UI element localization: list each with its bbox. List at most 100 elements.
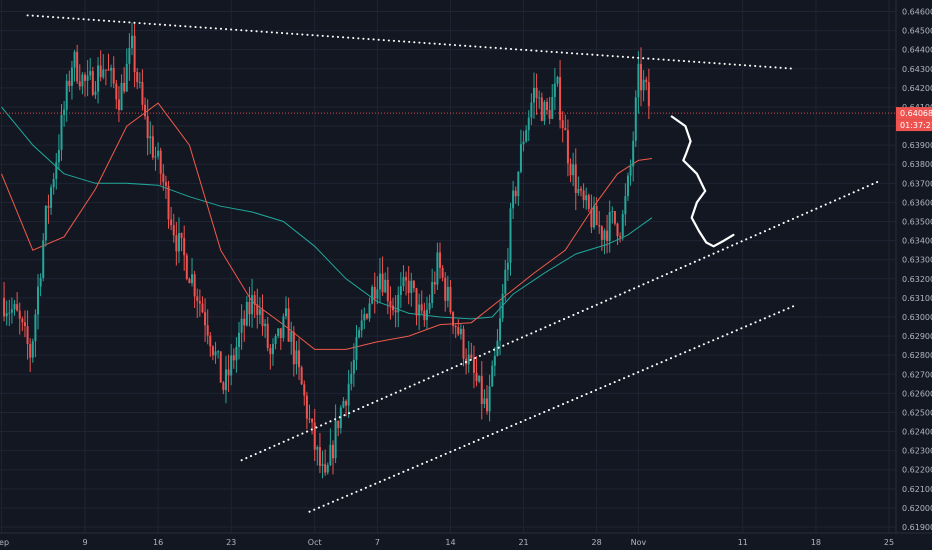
- candle-down[interactable]: [587, 195, 590, 209]
- candle-down[interactable]: [337, 420, 340, 429]
- candle-down[interactable]: [279, 328, 282, 338]
- candle-down[interactable]: [256, 304, 259, 315]
- candle-up[interactable]: [94, 91, 97, 95]
- candle-up[interactable]: [217, 351, 220, 353]
- candle-down[interactable]: [84, 74, 86, 81]
- candle-down[interactable]: [389, 301, 392, 306]
- candle-down[interactable]: [47, 205, 50, 208]
- candle-up[interactable]: [629, 166, 632, 176]
- candle-down[interactable]: [462, 328, 465, 359]
- candle-up[interactable]: [418, 304, 421, 316]
- candle-down[interactable]: [566, 130, 569, 164]
- candle-down[interactable]: [206, 325, 209, 336]
- candle-up[interactable]: [65, 80, 68, 110]
- candle-up[interactable]: [358, 330, 361, 338]
- candle-down[interactable]: [159, 150, 162, 174]
- candle-down[interactable]: [405, 277, 408, 281]
- candle-up[interactable]: [251, 295, 254, 315]
- candle-up[interactable]: [504, 269, 507, 294]
- candle-up[interactable]: [81, 74, 84, 87]
- candle-down[interactable]: [162, 173, 165, 183]
- candle-up[interactable]: [120, 82, 123, 111]
- candle-down[interactable]: [219, 351, 222, 383]
- candle-up[interactable]: [245, 301, 248, 326]
- candle-down[interactable]: [117, 99, 120, 111]
- candle-up[interactable]: [352, 359, 355, 374]
- candle-down[interactable]: [261, 309, 264, 327]
- candle-up[interactable]: [295, 350, 298, 365]
- candle-down[interactable]: [535, 87, 538, 99]
- candle-down[interactable]: [308, 418, 311, 420]
- candle-up[interactable]: [509, 208, 512, 263]
- candle-up[interactable]: [355, 337, 358, 360]
- candle-up[interactable]: [13, 304, 16, 310]
- candle-down[interactable]: [486, 398, 488, 412]
- candle-up[interactable]: [10, 309, 13, 313]
- trendline-3[interactable]: [308, 304, 797, 513]
- candle-up[interactable]: [384, 279, 387, 293]
- candle-up[interactable]: [125, 63, 128, 92]
- candle-down[interactable]: [324, 464, 327, 473]
- candle-up[interactable]: [478, 375, 481, 382]
- candle-down[interactable]: [198, 300, 201, 304]
- candle-down[interactable]: [183, 238, 186, 256]
- candle-up[interactable]: [512, 190, 515, 209]
- candle-down[interactable]: [647, 82, 650, 107]
- candle-down[interactable]: [412, 280, 415, 289]
- candle-up[interactable]: [399, 286, 402, 295]
- candle-up[interactable]: [264, 323, 267, 327]
- candle-down[interactable]: [423, 310, 426, 321]
- candle-down[interactable]: [68, 80, 71, 86]
- candle-down[interactable]: [540, 97, 543, 121]
- candle-down[interactable]: [441, 267, 444, 278]
- candle-up[interactable]: [154, 156, 157, 158]
- candle-up[interactable]: [224, 369, 227, 391]
- candle-up[interactable]: [363, 314, 366, 321]
- candle-up[interactable]: [525, 130, 528, 142]
- candle-up[interactable]: [467, 354, 470, 365]
- candle-down[interactable]: [407, 280, 410, 293]
- candle-up[interactable]: [483, 398, 486, 404]
- candle-down[interactable]: [433, 282, 436, 285]
- candle-down[interactable]: [91, 71, 94, 95]
- candle-up[interactable]: [378, 273, 381, 290]
- candle-down[interactable]: [598, 225, 601, 227]
- candle-up[interactable]: [130, 35, 133, 48]
- candle-up[interactable]: [149, 136, 152, 139]
- candle-down[interactable]: [287, 308, 290, 342]
- candle-up[interactable]: [499, 318, 502, 341]
- candle-up[interactable]: [138, 81, 141, 83]
- candle-down[interactable]: [21, 318, 24, 323]
- candle-down[interactable]: [303, 384, 306, 396]
- candle-down[interactable]: [23, 322, 26, 327]
- candle-up[interactable]: [282, 316, 285, 338]
- candle-down[interactable]: [243, 318, 246, 326]
- candle-up[interactable]: [446, 286, 449, 301]
- candle-down[interactable]: [582, 190, 585, 201]
- candle-up[interactable]: [436, 252, 439, 285]
- candle-down[interactable]: [123, 82, 126, 92]
- candle-up[interactable]: [258, 309, 261, 315]
- candle-down[interactable]: [16, 304, 19, 311]
- candle-down[interactable]: [313, 422, 316, 450]
- candle-up[interactable]: [97, 65, 100, 92]
- candle-down[interactable]: [514, 190, 517, 197]
- candle-down[interactable]: [311, 418, 314, 423]
- candle-up[interactable]: [34, 314, 37, 342]
- candle-up[interactable]: [70, 67, 73, 86]
- candle-up[interactable]: [339, 407, 342, 429]
- candle-up[interactable]: [57, 149, 60, 163]
- candle-up[interactable]: [8, 312, 11, 314]
- candle-up[interactable]: [31, 341, 34, 358]
- candle-up[interactable]: [230, 355, 233, 376]
- candle-up[interactable]: [376, 289, 379, 299]
- candle-up[interactable]: [621, 214, 624, 237]
- candle-up[interactable]: [5, 313, 8, 317]
- candle-down[interactable]: [546, 101, 549, 110]
- trendlines[interactable]: [26, 14, 880, 513]
- candle-up[interactable]: [334, 420, 337, 459]
- candle-up[interactable]: [410, 280, 413, 293]
- candle-up[interactable]: [553, 83, 556, 97]
- candle-up[interactable]: [397, 294, 400, 313]
